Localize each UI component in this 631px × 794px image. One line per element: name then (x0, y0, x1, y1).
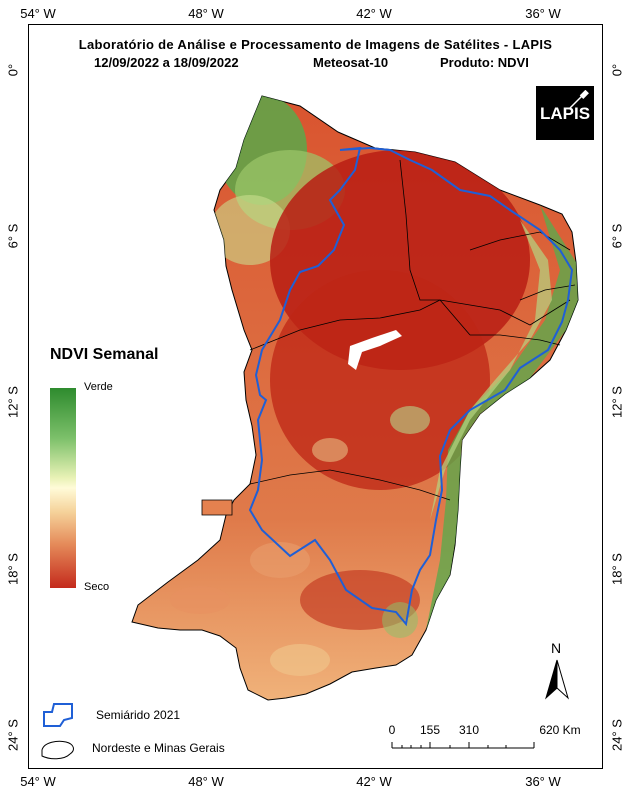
satellite-icon (569, 90, 589, 109)
lapis-logo: LAPIS (536, 86, 594, 140)
lon-tick-bottom: 48° W (188, 774, 224, 789)
lon-tick-top: 36° W (525, 6, 561, 21)
scale-bar (391, 742, 535, 749)
nordeste-legend-symbol (41, 740, 74, 760)
scale-label: 0 (388, 723, 396, 737)
satellite-name: Meteosat-10 (313, 55, 389, 70)
semiarido-legend-label: Semiárido 2021 (96, 708, 181, 722)
nordeste-legend-label: Nordeste e Minas Gerais (92, 741, 225, 755)
lapis-logo-text: LAPIS (540, 104, 591, 123)
legend-high-label: Verde (84, 381, 113, 393)
date-range: 12/09/2022 a 18/09/2022 (94, 55, 239, 70)
lon-tick-top: 54° W (20, 6, 56, 21)
lon-tick-bottom: 36° W (525, 774, 561, 789)
ndvi-color-ramp (50, 388, 76, 588)
scale-label: 310 (458, 723, 480, 737)
map-title: Laboratório de Análise e Processamento d… (78, 37, 553, 52)
north-arrow-label: N (551, 640, 562, 656)
lon-tick-bottom: 54° W (20, 774, 56, 789)
lon-tick-top: 48° W (188, 6, 224, 21)
scale-label: 155 (419, 723, 441, 737)
product-name: Produto: NDVI (440, 55, 529, 70)
lon-tick-top: 42° W (356, 6, 392, 21)
legend-low-label: Seco (84, 581, 110, 593)
scale-label: 620 Km (539, 723, 581, 737)
semiarido-legend-symbol (43, 703, 73, 727)
legend-title: NDVI Semanal (50, 346, 159, 363)
lon-tick-bottom: 42° W (356, 774, 392, 789)
north-arrow-icon (545, 659, 569, 700)
